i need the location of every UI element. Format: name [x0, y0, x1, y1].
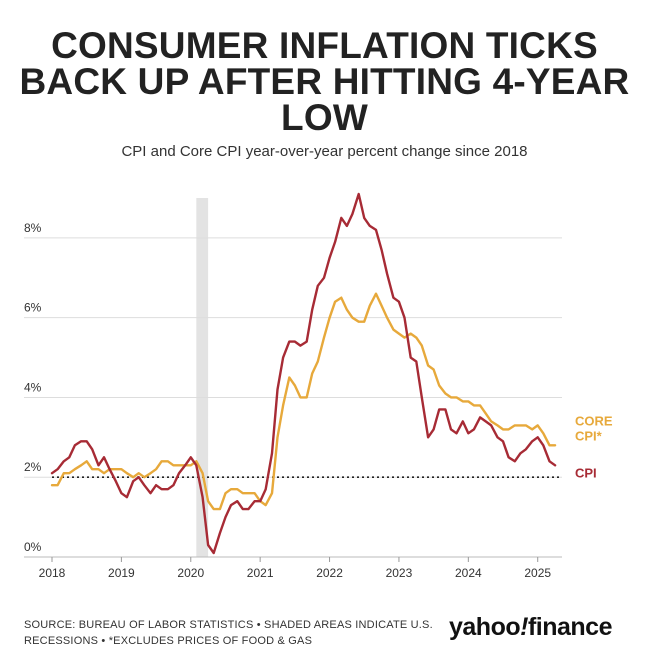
- y-tick-label: 4%: [24, 380, 42, 394]
- logo-bang-text: !: [520, 613, 528, 641]
- chart-title: CONSUMER INFLATION TICKS BACK UP AFTER H…: [0, 25, 649, 138]
- x-tick-label: 2021: [247, 566, 274, 580]
- x-tick-label: 2020: [177, 566, 204, 580]
- x-tick-label: 2025: [524, 566, 551, 580]
- x-tick-label: 2024: [455, 566, 482, 580]
- x-tick-label: 2018: [39, 566, 66, 580]
- yahoo-finance-logo: yahoo!finance: [449, 613, 612, 642]
- cpi-end-label: CPI: [575, 465, 597, 480]
- x-tick-label: 2019: [108, 566, 135, 580]
- line-chart: 0% 2% 4% 6% 8% 2018 2019 2020 2021 2022 2023 2024 20…: [24, 192, 613, 580]
- source-note-line-1: SOURCE: BUREAU OF LABOR STATISTICS • SHA…: [24, 619, 433, 631]
- y-tick-label: 6%: [24, 301, 42, 315]
- logo-yahoo-text: yahoo: [449, 613, 521, 641]
- x-tick-label: 2022: [316, 566, 343, 580]
- chart-subtitle: CPI and Core CPI year-over-year percent …: [121, 143, 528, 160]
- recession-band: [196, 198, 209, 557]
- y-tick-label: 8%: [24, 221, 42, 235]
- cpi-series-line: [50, 192, 557, 555]
- chart-title-line-1: CONSUMER INFLATION TICKS: [51, 25, 598, 66]
- x-tick-label: 2023: [386, 566, 413, 580]
- core-cpi-end-label-line-2: CPI*: [575, 428, 603, 443]
- logo-finance-text: finance: [527, 613, 613, 641]
- core-cpi-end-label-line-1: CORE: [575, 413, 613, 428]
- source-note: SOURCE: BUREAU OF LABOR STATISTICS • SHA…: [24, 617, 444, 649]
- source-note-line-2: RECESSIONS • *EXCLUDES PRICES OF FOOD & …: [24, 635, 313, 647]
- chart-title-line-3: LOW: [281, 97, 368, 138]
- core-cpi-series-line: [50, 292, 557, 511]
- y-tick-label: 2%: [24, 460, 42, 474]
- chart-title-line-2: BACK UP AFTER HITTING 4-YEAR: [19, 61, 630, 102]
- y-tick-label: 0%: [24, 540, 42, 554]
